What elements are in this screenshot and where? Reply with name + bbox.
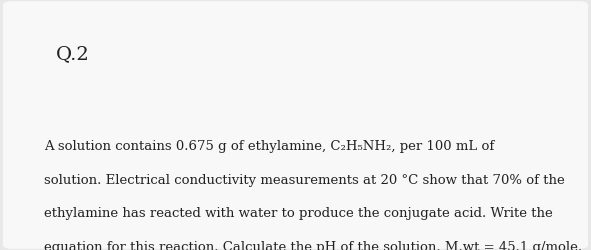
Text: equation for this reaction. Calculate the pH of the solution. M.wt = 45.1 g/mole: equation for this reaction. Calculate th…	[44, 241, 583, 250]
Text: Q.2: Q.2	[56, 45, 90, 63]
Text: solution. Electrical conductivity measurements at 20 °C show that 70% of the: solution. Electrical conductivity measur…	[44, 174, 565, 187]
Text: A solution contains 0.675 g of ethylamine, C₂H₅NH₂, per 100 mL of: A solution contains 0.675 g of ethylamin…	[44, 140, 495, 153]
Text: ethylamine has reacted with water to produce the conjugate acid. Write the: ethylamine has reacted with water to pro…	[44, 208, 553, 220]
